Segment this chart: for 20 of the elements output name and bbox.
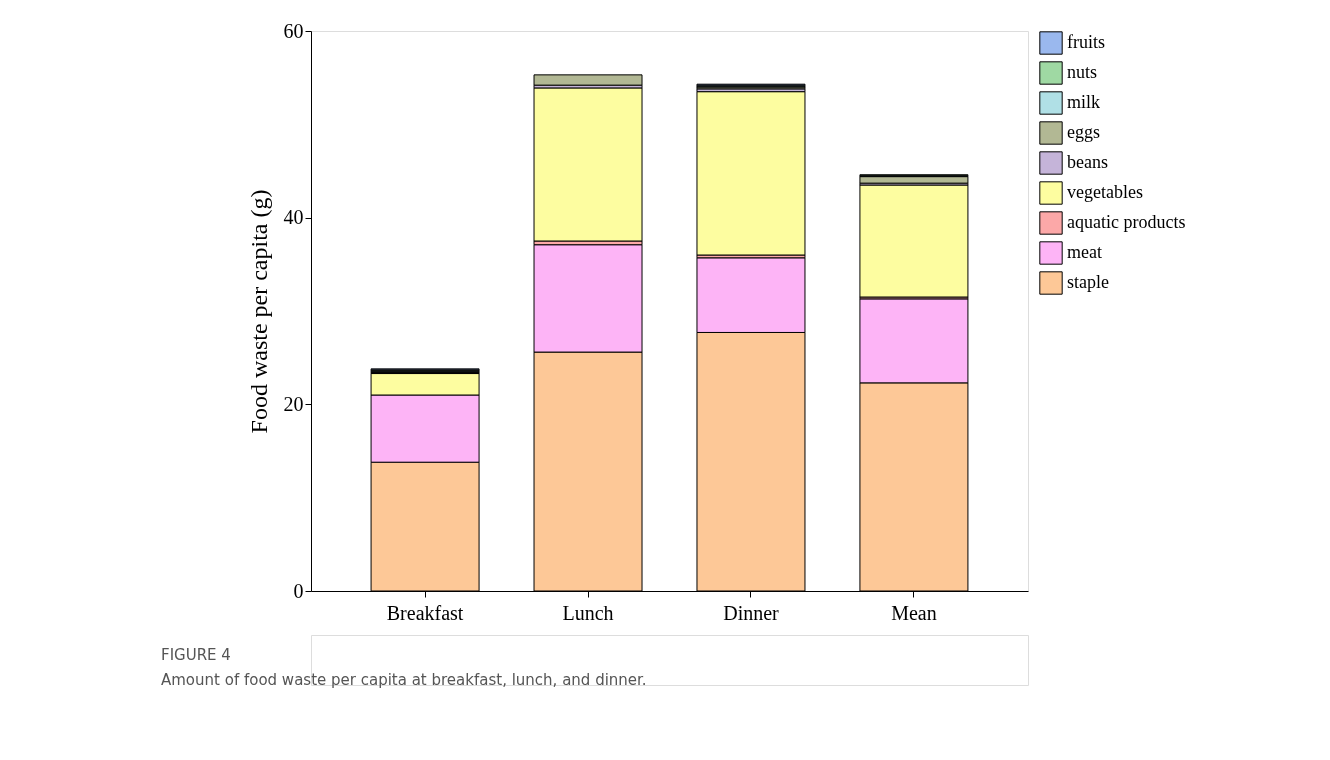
legend-label: staple <box>1067 272 1109 292</box>
legend-label: eggs <box>1067 122 1100 142</box>
y-tick-label: 20 <box>283 392 304 415</box>
legend-label: beans <box>1067 152 1108 172</box>
legend-label: aquatic products <box>1067 212 1186 232</box>
x-tick-label: Mean <box>891 601 937 624</box>
y-axis-title: Food waste per capita (g) <box>245 189 272 434</box>
y-tick-label: 60 <box>283 19 304 42</box>
legend-label: meat <box>1067 242 1102 262</box>
legend-label: nuts <box>1067 62 1098 82</box>
legend-label: vegetables <box>1067 182 1143 202</box>
x-tick-label: Breakfast <box>386 601 464 624</box>
legend-label: fruits <box>1067 32 1105 52</box>
y-tick-label: 40 <box>283 206 304 229</box>
x-tick-label: Dinner <box>723 601 780 624</box>
legend-label: milk <box>1067 92 1101 112</box>
caption: FIGURE 4 <box>161 645 231 664</box>
x-tick-label: Lunch <box>562 601 614 624</box>
y-tick-label: 0 <box>293 579 304 602</box>
text: Amount of food waste per capita at breakfast, lunch, and dinner. <box>161 670 647 689</box>
